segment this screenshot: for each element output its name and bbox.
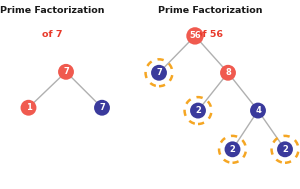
Text: 1: 1 (26, 103, 32, 112)
Circle shape (277, 141, 293, 157)
Text: 4: 4 (255, 106, 261, 115)
Circle shape (225, 141, 240, 157)
Circle shape (220, 65, 236, 81)
Text: of 56: of 56 (196, 30, 224, 39)
Text: Prime Factorization: Prime Factorization (158, 6, 262, 15)
Circle shape (21, 100, 36, 116)
Circle shape (250, 103, 266, 119)
Text: 2: 2 (195, 106, 201, 115)
Circle shape (186, 27, 204, 45)
Circle shape (190, 103, 206, 119)
Text: 8: 8 (225, 68, 231, 77)
Text: 7: 7 (63, 67, 69, 76)
Text: 2: 2 (230, 145, 236, 154)
Circle shape (151, 65, 167, 81)
Circle shape (94, 100, 110, 116)
Text: Prime Factorization: Prime Factorization (0, 6, 105, 15)
Text: 56: 56 (189, 31, 201, 40)
Circle shape (58, 64, 74, 80)
Text: 7: 7 (156, 68, 162, 77)
Text: 2: 2 (282, 145, 288, 154)
Text: of 7: of 7 (42, 30, 63, 39)
Text: 7: 7 (99, 103, 105, 112)
